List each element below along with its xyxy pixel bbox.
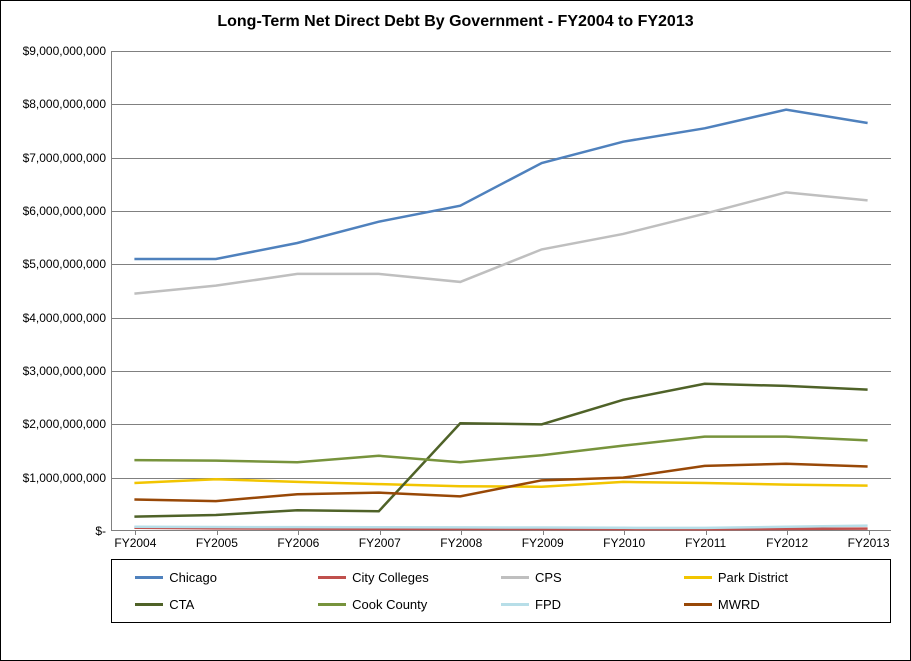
y-axis-label: $-	[11, 524, 106, 538]
y-axis-label: $6,000,000,000	[11, 204, 106, 218]
legend: Chicago City Colleges CPS Park District CTA C…	[111, 559, 891, 623]
legend-item: FPD	[501, 597, 684, 612]
x-axis-label: FY2009	[522, 536, 564, 550]
series-line	[134, 384, 867, 517]
legend-swatch	[135, 603, 163, 606]
y-axis-label: $4,000,000,000	[11, 311, 106, 325]
legend-item: Cook County	[318, 597, 501, 612]
x-axis-label: FY2012	[766, 536, 808, 550]
line-series-layer	[111, 51, 891, 531]
legend-item: CTA	[135, 597, 318, 612]
x-axis-label: FY2007	[359, 536, 401, 550]
y-axis-label: $3,000,000,000	[11, 364, 106, 378]
legend-label: Chicago	[169, 570, 217, 585]
chart-container: Long-Term Net Direct Debt By Government …	[0, 0, 911, 661]
series-line	[134, 464, 867, 501]
legend-swatch	[318, 576, 346, 579]
series-line	[134, 437, 867, 463]
plot-area: $-$1,000,000,000$2,000,000,000$3,000,000…	[111, 51, 891, 531]
x-axis-label: FY2008	[440, 536, 482, 550]
legend-label: MWRD	[718, 597, 760, 612]
legend-label: CTA	[169, 597, 194, 612]
y-axis-label: $8,000,000,000	[11, 97, 106, 111]
legend-swatch	[684, 603, 712, 606]
legend-label: Park District	[718, 570, 788, 585]
legend-swatch	[501, 576, 529, 579]
legend-label: Cook County	[352, 597, 427, 612]
x-axis-label: FY2013	[848, 536, 890, 550]
y-axis-label: $5,000,000,000	[11, 257, 106, 271]
legend-item: Chicago	[135, 570, 318, 585]
legend-swatch	[684, 576, 712, 579]
y-axis-label: $2,000,000,000	[11, 417, 106, 431]
legend-label: FPD	[535, 597, 561, 612]
legend-item: City Colleges	[318, 570, 501, 585]
series-line	[134, 192, 867, 293]
y-axis-label: $9,000,000,000	[11, 44, 106, 58]
y-axis-label: $1,000,000,000	[11, 471, 106, 485]
series-line	[134, 110, 867, 259]
legend-swatch	[318, 603, 346, 606]
legend-item: MWRD	[684, 597, 867, 612]
x-axis-label: FY2004	[114, 536, 156, 550]
series-line	[134, 479, 867, 486]
legend-item: Park District	[684, 570, 867, 585]
x-axis-label: FY2010	[603, 536, 645, 550]
legend-swatch	[135, 576, 163, 579]
legend-label: City Colleges	[352, 570, 429, 585]
chart-title: Long-Term Net Direct Debt By Government …	[1, 1, 910, 39]
x-axis-label: FY2011	[685, 536, 726, 550]
legend-swatch	[501, 603, 529, 606]
y-axis-label: $7,000,000,000	[11, 151, 106, 165]
series-line	[134, 526, 867, 528]
x-axis-label: FY2005	[196, 536, 238, 550]
legend-item: CPS	[501, 570, 684, 585]
x-axis-label: FY2006	[277, 536, 319, 550]
legend-label: CPS	[535, 570, 562, 585]
